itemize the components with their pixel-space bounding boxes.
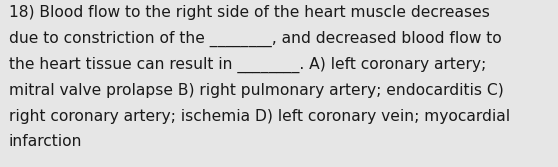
Text: due to constriction of the ________, and decreased blood flow to: due to constriction of the ________, and… [9,31,502,47]
Text: infarction: infarction [9,134,83,149]
Text: mitral valve prolapse B) right pulmonary artery; endocarditis C): mitral valve prolapse B) right pulmonary… [9,83,504,98]
Text: 18) Blood flow to the right side of the heart muscle decreases: 18) Blood flow to the right side of the … [9,5,490,20]
Text: right coronary artery; ischemia D) left coronary vein; myocardial: right coronary artery; ischemia D) left … [9,109,510,124]
Text: the heart tissue can result in ________. A) left coronary artery;: the heart tissue can result in ________.… [9,57,486,73]
